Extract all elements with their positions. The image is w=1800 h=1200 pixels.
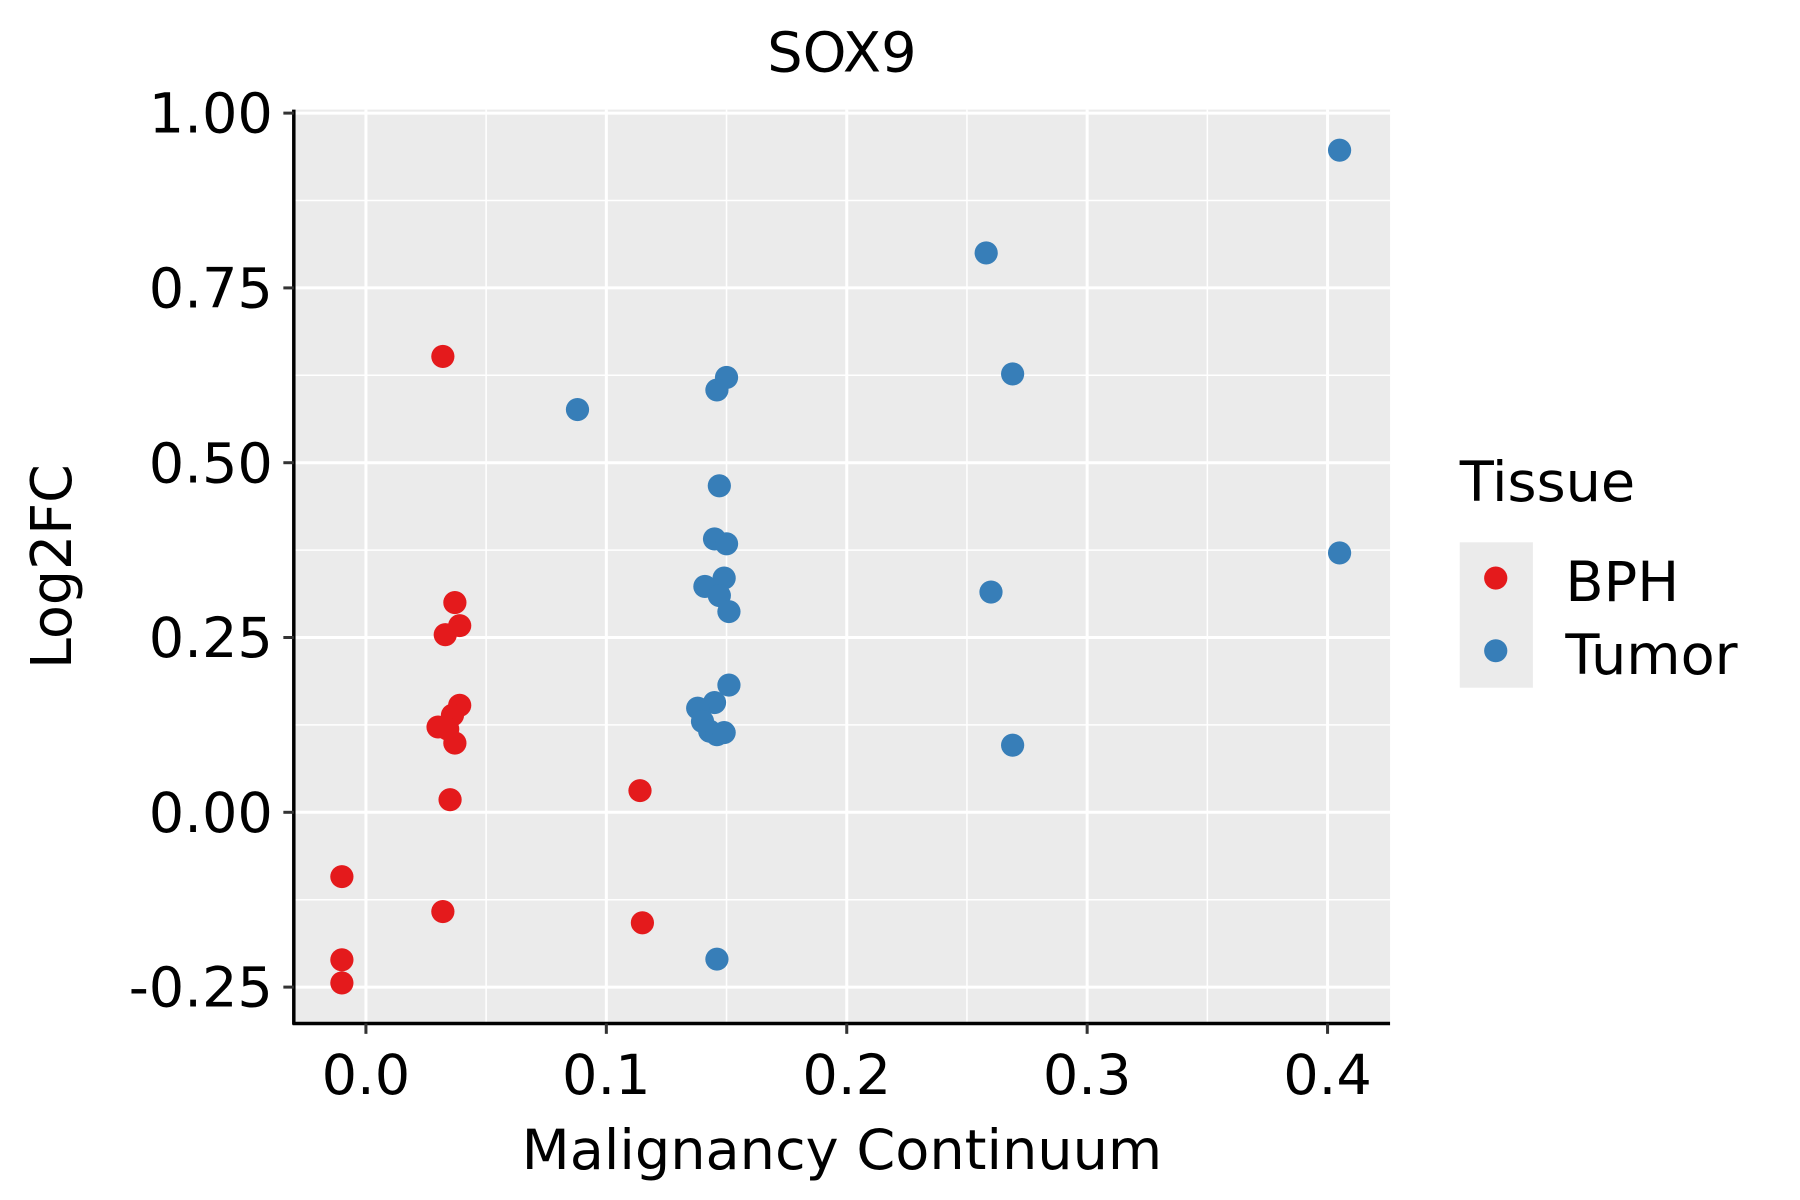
data-point-tumor	[1327, 138, 1352, 162]
x-axis-label: Malignancy Continuum	[522, 1118, 1163, 1183]
data-point-tumor	[712, 721, 736, 745]
data-point-tumor	[1001, 733, 1025, 757]
data-point-tumor	[974, 241, 998, 265]
legend-label-tumor: Tumor	[1564, 623, 1737, 688]
data-point-bph	[438, 788, 462, 812]
chart-title: SOX9	[767, 21, 916, 86]
x-tick-label: 0.3	[1043, 1043, 1132, 1108]
data-point-tumor	[1001, 362, 1025, 386]
y-tick-label: 0.75	[149, 257, 273, 322]
data-point-bph	[443, 731, 467, 755]
plot-panel	[293, 109, 1391, 1024]
data-point-bph	[431, 900, 455, 924]
legend-key-background	[1459, 542, 1533, 688]
data-point-bph	[330, 948, 354, 972]
x-tick-label: 0.0	[322, 1043, 411, 1108]
data-point-tumor	[565, 398, 590, 422]
legend-label-bph: BPH	[1565, 550, 1679, 615]
y-tick-label: 0.50	[149, 431, 273, 496]
data-point-tumor	[714, 532, 739, 556]
data-point-tumor	[705, 947, 729, 971]
data-point-bph	[330, 971, 354, 995]
y-tick-label: 0.00	[149, 781, 273, 846]
data-point-tumor	[707, 474, 731, 498]
axes: 0.0 0.1 0.2 0.3 0.4 -0.25 0.00 0.25 0.50 0.75 1.00	[129, 82, 1372, 1108]
data-point-tumor	[1327, 541, 1352, 565]
x-tick-label: 0.1	[562, 1043, 651, 1108]
data-point-tumor	[717, 673, 741, 697]
legend-title: Tissue	[1459, 450, 1635, 515]
x-tick-label: 0.2	[802, 1043, 891, 1108]
data-point-bph	[628, 779, 652, 803]
data-point-bph	[330, 865, 354, 889]
data-point-bph	[443, 591, 467, 615]
y-axis-label: Log2FC	[20, 464, 85, 669]
data-point-tumor	[717, 600, 741, 624]
data-point-tumor	[705, 378, 729, 402]
x-tick-label: 0.4	[1283, 1043, 1372, 1108]
y-tick-label: 0.25	[149, 606, 273, 671]
legend: Tissue BPH Tumor	[1459, 450, 1738, 688]
data-point-bph	[448, 614, 472, 638]
grid-lines	[293, 109, 1391, 1024]
y-tick-label: 1.00	[149, 82, 273, 147]
data-point-bph	[630, 911, 655, 935]
legend-key-tumor	[1484, 639, 1508, 663]
data-point-bph	[431, 344, 455, 368]
data-point-tumor	[712, 566, 736, 590]
legend-key-bph	[1484, 566, 1508, 590]
y-tick-label: -0.25	[129, 956, 273, 1021]
data-point-tumor	[979, 580, 1003, 604]
data-points	[330, 138, 1352, 995]
